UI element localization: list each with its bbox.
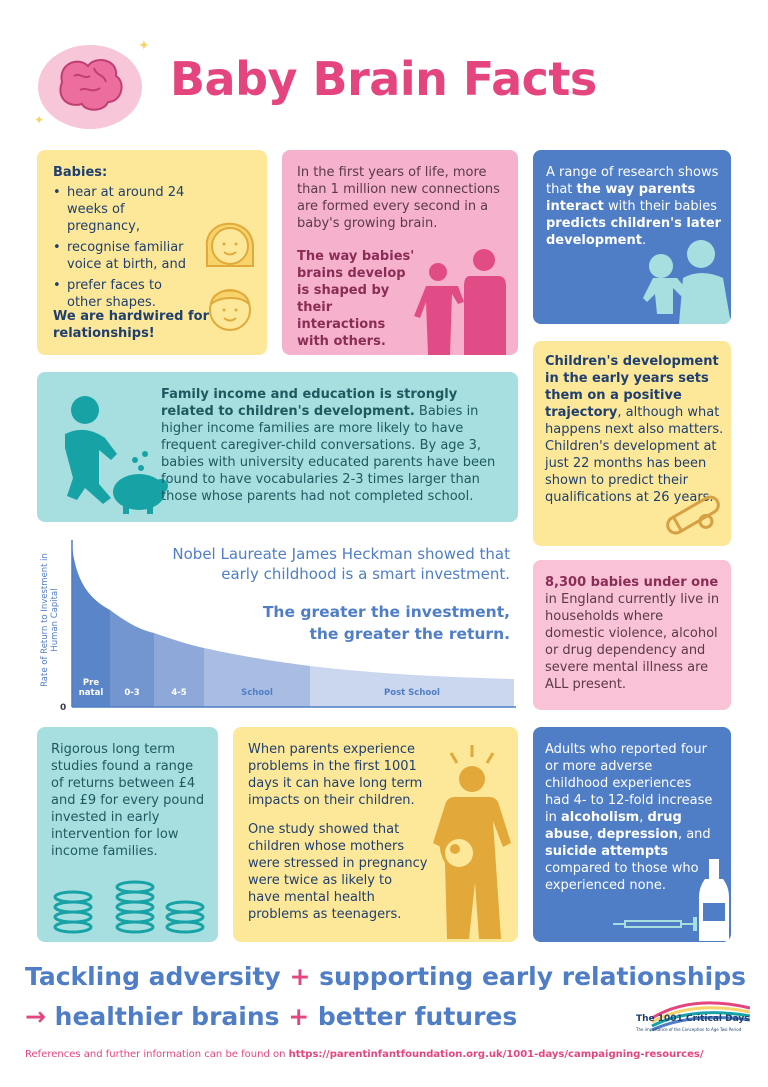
card-babies-list: hear at around 24 weeks of pregnancy, re… xyxy=(53,180,193,311)
chart-segment-post-school xyxy=(310,666,514,707)
card-stress-p1: When parents experience problems in the … xyxy=(248,742,423,808)
references-link[interactable]: https://parentinfantfoundation.org.uk/10… xyxy=(288,1049,704,1060)
references-footer: References and further information can b… xyxy=(25,1049,704,1060)
svg-text:✦: ✦ xyxy=(34,113,44,127)
chart-segment-prenatal xyxy=(72,545,110,707)
card-trajectory: Children's development in the early year… xyxy=(533,341,731,546)
faces-icon xyxy=(205,222,254,331)
card-babies-under-one-text: 8,300 babies under one in England curren… xyxy=(545,575,720,692)
card-babies-under-one: 8,300 babies under one in England curren… xyxy=(533,560,731,710)
chart-label-post-school: Post School xyxy=(384,688,440,698)
card-connections-bold: The way babies' brains develop is shaped… xyxy=(297,249,415,349)
card-returns-text: Rigorous long term studies found a range… xyxy=(51,742,205,859)
arrow-right-icon: → xyxy=(25,1002,46,1031)
chart-segment-school xyxy=(204,648,310,707)
chart-origin-label: 0 xyxy=(60,703,67,713)
coins-icon xyxy=(53,880,205,934)
card-stress-p2: One study showed that children whose mot… xyxy=(248,822,428,922)
chart-label-0-3: 0-3 xyxy=(124,688,140,698)
brain-icon: ✦ ✦ xyxy=(30,32,150,132)
heckman-intro: Nobel Laureate James Heckman showed that… xyxy=(172,545,510,583)
card-connections-text: In the first years of life, more than 1 … xyxy=(297,165,500,231)
page-title: Baby Brain Facts xyxy=(170,52,597,106)
chart-ylabel: Rate of Return to Investment in Human Ca… xyxy=(40,553,60,687)
card-research-text: A range of research shows that the way p… xyxy=(546,165,722,248)
rainbow-icon xyxy=(651,1001,751,1032)
svg-text:✦: ✦ xyxy=(138,38,150,54)
card-stress: When parents experience problems in the … xyxy=(233,727,518,942)
card-research: A range of research shows that the way p… xyxy=(533,150,731,324)
parent-child-icon xyxy=(414,249,506,355)
card-babies-footer: We are hardwired for relationships! xyxy=(53,309,210,341)
logo-text: The 1001 Critical Days xyxy=(636,1014,750,1024)
card-adverse-text: Adults who reported four or more adverse… xyxy=(545,742,713,893)
list-item: prefer faces to other shapes. xyxy=(53,277,193,311)
bottle-syringe-icon xyxy=(613,859,729,941)
list-item: hear at around 24 weeks of pregnancy, xyxy=(53,184,193,235)
pregnant-mother-icon xyxy=(433,745,511,939)
critical-days-logo: The 1001 Critical Days The importance of… xyxy=(632,1000,751,1038)
card-returns: Rigorous long term studies found a range… xyxy=(37,727,218,942)
diploma-icon xyxy=(666,495,720,535)
card-income-text: Family income and education is strongly … xyxy=(161,387,496,504)
card-babies-heading: Babies: xyxy=(53,165,108,180)
logo-subtitle: The importance of the Conception to Age … xyxy=(636,1027,742,1032)
child-piggybank-icon xyxy=(65,396,168,514)
chart-label-prenatal: Pre natal xyxy=(78,678,104,698)
tagline-line-1: Tackling adversity + supporting early re… xyxy=(25,962,746,991)
tagline-line-2: → healthier brains + better futures xyxy=(25,1002,518,1031)
heckman-bold-line2: the greater the return. xyxy=(309,625,510,643)
chart-label-school: School xyxy=(241,688,273,698)
list-item: recognise familiar voice at birth, and xyxy=(53,239,193,273)
card-adverse: Adults who reported four or more adverse… xyxy=(533,727,731,942)
chart-label-4-5: 4-5 xyxy=(171,688,187,698)
card-income: Family income and education is strongly … xyxy=(37,372,518,522)
chart-segment-4-5 xyxy=(154,633,204,707)
card-connections: In the first years of life, more than 1 … xyxy=(282,150,518,355)
card-babies: Babies: hear at around 24 weeks of pregn… xyxy=(37,150,267,355)
card-trajectory-text: Children's development in the early year… xyxy=(545,354,724,505)
chart-segment-0-3 xyxy=(110,610,154,707)
heckman-chart: Rate of Return to Investment in Human Ca… xyxy=(40,540,520,720)
heckman-chart-svg xyxy=(71,540,516,708)
parent-baby-icon xyxy=(643,240,731,324)
heckman-bold-line1: The greater the investment, xyxy=(262,603,510,621)
